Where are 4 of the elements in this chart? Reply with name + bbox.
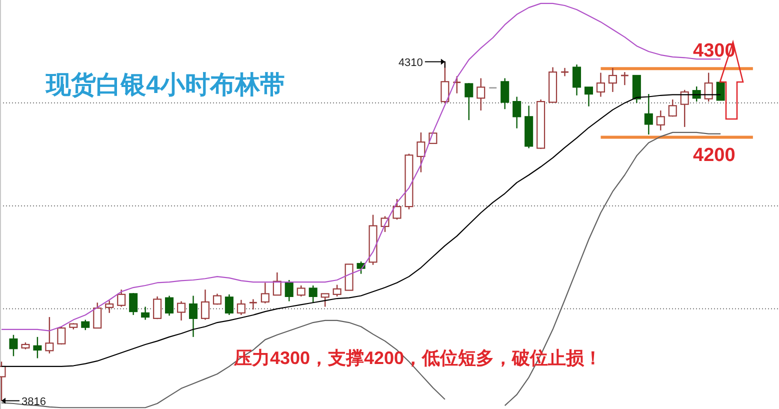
ref-line-label: 4200 bbox=[693, 145, 736, 166]
annotation: 3816 bbox=[22, 396, 46, 408]
text: 现货白银4小时布林带 bbox=[45, 71, 285, 99]
annotation: 4310 bbox=[398, 56, 423, 69]
